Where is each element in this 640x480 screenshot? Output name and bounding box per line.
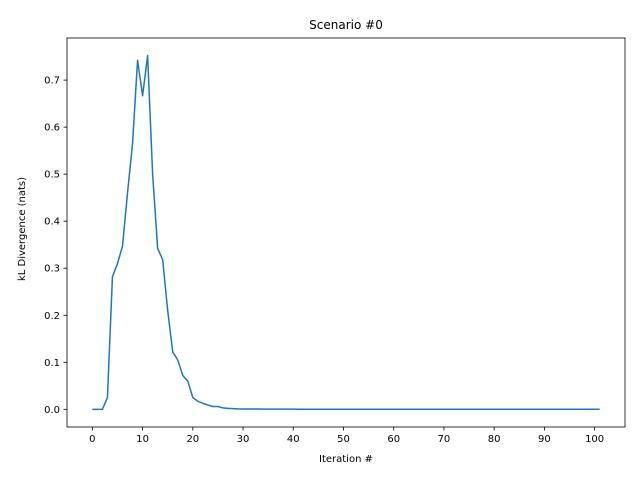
x-tick-label: 30	[237, 434, 250, 445]
y-tick-label: 0.2	[44, 311, 60, 322]
x-tick-label: 90	[538, 434, 551, 445]
x-tick-label: 40	[287, 434, 300, 445]
y-tick-label: 0.5	[44, 170, 60, 181]
y-tick-label: 0.4	[44, 217, 60, 228]
x-tick-label: 80	[488, 434, 501, 445]
x-tick-label: 60	[387, 434, 400, 445]
plot-frame	[66, 37, 626, 428]
y-tick-label: 0.6	[44, 123, 60, 134]
x-axis: 0 10 20 30 40 50 60 70 80 90 100	[89, 427, 604, 445]
y-tick-label: 0.1	[44, 358, 60, 369]
y-axis: 0.0 0.1 0.2 0.3 0.4 0.5 0.6 0.7	[44, 76, 67, 416]
y-tick-label: 0.0	[44, 405, 60, 416]
y-tick-label: 0.7	[44, 76, 60, 87]
x-tick-label: 70	[438, 434, 451, 445]
y-axis-label: kL Divergence (nats)	[17, 177, 28, 281]
x-tick-label: 50	[337, 434, 350, 445]
chart-title: Scenario #0	[309, 18, 383, 32]
x-tick-label: 0	[89, 434, 95, 445]
x-tick-label: 10	[136, 434, 149, 445]
x-tick-label: 100	[585, 434, 604, 445]
x-axis-label: Iteration #	[319, 454, 373, 465]
plot-area	[92, 54, 600, 411]
x-tick-label: 20	[186, 434, 199, 445]
series-line	[92, 54, 600, 411]
y-tick-label: 0.3	[44, 264, 60, 275]
